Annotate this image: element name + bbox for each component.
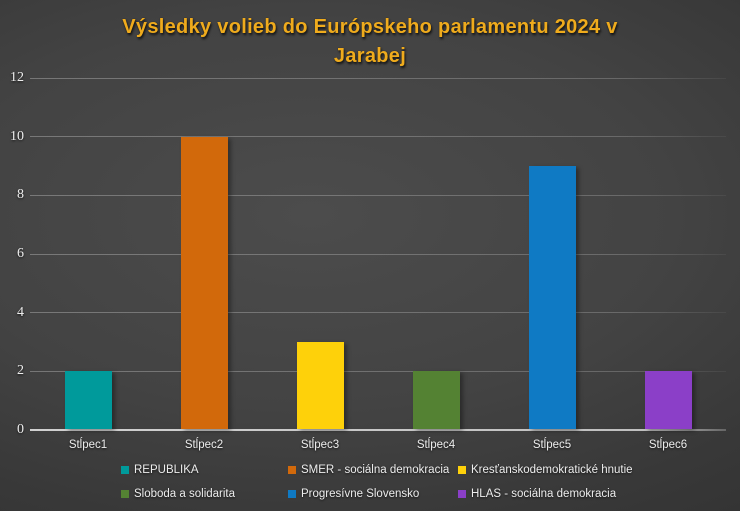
gridline (30, 253, 726, 255)
x-axis-category-label: Stĺpec6 (648, 439, 688, 451)
y-axis-tick-label: 2 (17, 363, 24, 379)
legend-item-label: SMER - sociálna demokracia (301, 464, 450, 476)
legend-item: Kresťanskodemokratické hnutie (458, 463, 633, 477)
x-axis-category-label: Stĺpec1 (68, 439, 108, 451)
y-axis-tick-label: 8 (17, 187, 24, 203)
y-axis-tick-label: 0 (17, 422, 24, 437)
x-axis-line (30, 429, 726, 431)
x-axis-category-label: Stĺpec3 (300, 439, 340, 451)
chart-title: Výsledky volieb do Európskeho parlamentu… (122, 16, 618, 67)
legend-item: HLAS - sociálna demokracia (458, 487, 616, 501)
x-axis-category-label: Stĺpec4 (416, 439, 456, 451)
gridline (30, 136, 726, 138)
legend-item-label: Progresívne Slovensko (301, 488, 420, 500)
legend-swatch-icon (458, 490, 466, 498)
y-axis-tick-label: 12 (10, 70, 24, 85)
legend-item: Progresívne Slovensko (288, 487, 419, 501)
legend-item-label: Sloboda a solidarita (134, 488, 236, 500)
y-axis-tick-label: 4 (17, 304, 24, 320)
bar-4 (412, 371, 460, 429)
bar-2 (180, 136, 228, 429)
legend-item-label: REPUBLIKA (134, 464, 199, 476)
legend-swatch-icon (288, 490, 296, 498)
x-axis-category-label: Stĺpec5 (532, 439, 572, 451)
legend-item-label: Kresťanskodemokratické hnutie (471, 464, 633, 476)
legend-swatch-icon (288, 466, 296, 474)
gridline (30, 77, 726, 79)
gridline (30, 194, 726, 196)
bar-5 (528, 166, 576, 429)
bar-1 (64, 371, 112, 429)
legend-swatch-icon (458, 466, 466, 474)
bar-6 (644, 371, 692, 429)
y-axis-tick-label: 10 (10, 128, 24, 144)
legend-item-label: HLAS - sociálna demokracia (471, 488, 617, 500)
legend-swatch-icon (121, 466, 129, 474)
bar-3 (296, 342, 344, 429)
x-axis-category-label: Stĺpec2 (184, 439, 224, 451)
legend-swatch-icon (121, 490, 129, 498)
legend-item: REPUBLIKA (121, 463, 199, 477)
legend-item: SMER - sociálna demokracia (288, 463, 449, 477)
gridline (30, 312, 726, 314)
legend-item: Sloboda a solidarita (121, 487, 235, 501)
y-axis-tick-label: 6 (17, 246, 24, 261)
gridline (30, 370, 726, 372)
